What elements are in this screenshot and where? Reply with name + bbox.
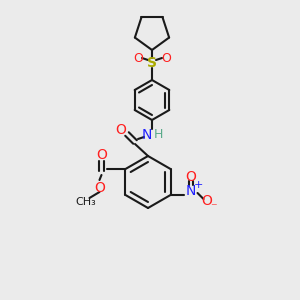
- Text: H: H: [153, 128, 163, 142]
- Text: N: N: [185, 184, 196, 198]
- Text: O: O: [161, 52, 171, 64]
- Text: ⁻: ⁻: [210, 202, 217, 214]
- Text: +: +: [194, 180, 203, 190]
- Text: O: O: [116, 123, 126, 137]
- Text: O: O: [94, 181, 105, 195]
- Text: O: O: [133, 52, 143, 64]
- Text: O: O: [185, 170, 196, 184]
- Text: CH₃: CH₃: [75, 197, 96, 207]
- Text: S: S: [147, 56, 157, 70]
- Text: O: O: [201, 194, 212, 208]
- Text: N: N: [142, 128, 152, 142]
- Text: O: O: [96, 148, 107, 162]
